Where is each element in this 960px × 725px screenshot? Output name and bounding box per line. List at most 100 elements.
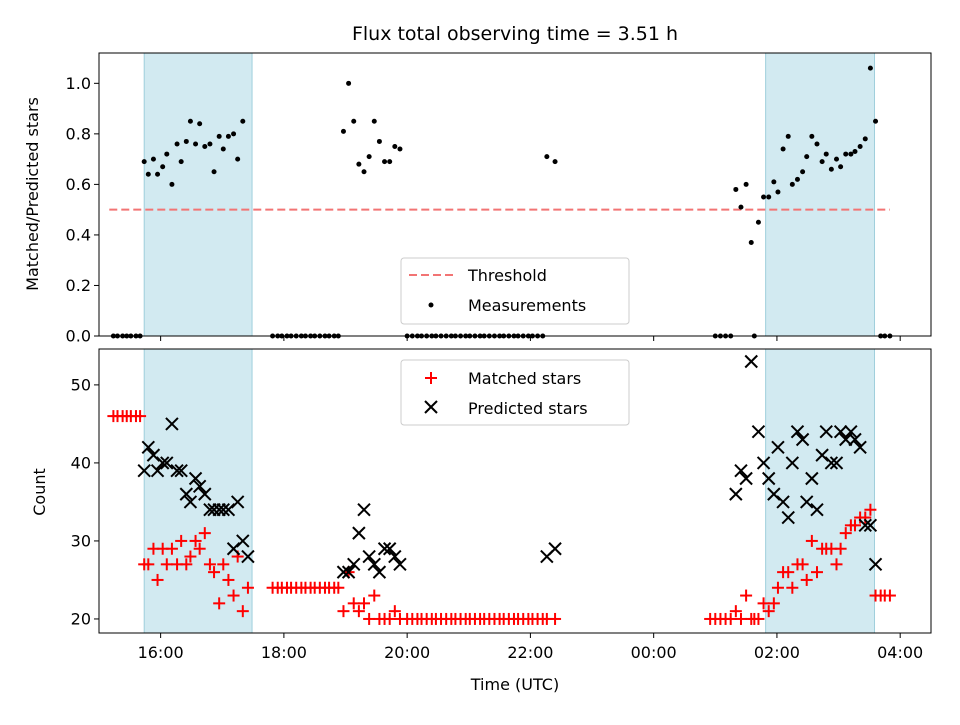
legend-counts-box <box>400 359 630 426</box>
point-predicted-29 <box>367 557 381 572</box>
point-ratio-0-8 <box>145 171 151 177</box>
point-predicted-b-17 <box>216 503 230 517</box>
point-predicted-b-20 <box>230 495 245 509</box>
point-predicted-38 <box>734 464 748 478</box>
point-predicted-b-22 <box>241 549 255 564</box>
point-predicted-b-21 <box>236 534 250 548</box>
point-predicted-39 <box>739 471 753 486</box>
point-ratio-0-27 <box>235 156 241 162</box>
point-predicted-b-19 <box>226 542 241 556</box>
point-matched-13 <box>165 542 178 555</box>
point-ratio-0-53 <box>387 159 393 165</box>
point-ratio-0-24 <box>220 146 226 152</box>
point-predicted-50 <box>795 432 810 447</box>
point-ratio-0-54 <box>392 143 398 149</box>
point-predicted-62 <box>853 440 867 455</box>
point-predicted-b-37 <box>729 487 743 501</box>
legend-ratio: Threshold Measurements <box>400 257 630 325</box>
point-matched-50 <box>363 612 376 625</box>
point-matched-105 <box>786 581 799 594</box>
point-predicted-b-30 <box>372 565 387 579</box>
point-ratio-0-118 <box>862 136 868 142</box>
y-tick-label-ratio-4: 0.8 <box>66 124 91 143</box>
point-matched-114 <box>830 558 843 571</box>
point-matched-108 <box>800 573 813 586</box>
point-ratio-0-13 <box>169 181 175 187</box>
legend-matched-label: Matched stars <box>468 369 581 388</box>
point-predicted-10 <box>183 495 198 509</box>
point-predicted-b-56 <box>824 456 839 470</box>
point-predicted-b-62 <box>853 440 867 455</box>
point-predicted-b-42 <box>756 456 771 470</box>
y-tick-label-counts-0: 20 <box>71 609 91 628</box>
y-tick-label-ratio-2: 0.4 <box>66 225 91 244</box>
point-ratio-0-55 <box>397 146 403 152</box>
point-predicted-7 <box>170 464 184 478</box>
legend-matched-swatch <box>425 372 437 384</box>
point-matched-49 <box>358 597 371 610</box>
point-predicted-b-38 <box>734 464 748 478</box>
point-predicted-22 <box>241 549 255 564</box>
point-predicted-28 <box>362 549 376 564</box>
point-predicted-30 <box>372 565 387 579</box>
point-ratio-0-17 <box>187 118 193 124</box>
point-predicted-57 <box>829 456 844 470</box>
point-predicted-b-13 <box>198 487 212 501</box>
point-ratio-0-22 <box>211 169 217 175</box>
point-matched-25 <box>222 573 235 586</box>
point-matched-94 <box>734 612 747 625</box>
point-matched-45 <box>337 605 350 618</box>
panel-counts-ticks: 20 30 40 50 16:00 18:00 20:00 22:00 00:00 02:00 04… <box>71 375 924 662</box>
point-ratio-0-46 <box>351 118 357 124</box>
point-matched-92 <box>724 612 737 625</box>
point-predicted-b-41 <box>751 424 766 439</box>
point-predicted-b-2 <box>146 448 161 462</box>
shaded-span-counts-1 <box>765 348 876 634</box>
panel-counts-marks <box>107 354 896 625</box>
point-predicted-6 <box>165 417 179 431</box>
point-matched-93 <box>729 605 742 618</box>
legend-measurements-label: Measurements <box>468 296 586 315</box>
point-predicted-b-5 <box>160 456 174 470</box>
point-predicted-b-49 <box>790 424 805 439</box>
panel-ratio-gridless-ticks: 0.0 0.2 0.4 0.6 0.8 1.0 <box>66 74 901 346</box>
point-predicted-64 <box>863 518 878 533</box>
point-predicted-b-31 <box>377 542 392 556</box>
point-predicted-53 <box>810 503 824 517</box>
point-predicted-b-40 <box>744 354 758 369</box>
point-predicted-b-54 <box>815 448 829 462</box>
point-ratio-0-94 <box>748 240 754 246</box>
point-predicted-56 <box>824 456 839 470</box>
point-predicted-b-47 <box>781 510 795 525</box>
point-predicted-11 <box>188 471 203 486</box>
point-ratio-0-21 <box>207 141 213 147</box>
point-predicted-b-43 <box>762 471 776 486</box>
point-predicted-44 <box>767 487 781 501</box>
point-ratio-0-11 <box>160 164 166 170</box>
point-matched-118 <box>848 519 861 532</box>
point-matched-109 <box>805 534 818 547</box>
point-matched-22 <box>208 566 221 579</box>
point-predicted-b-57 <box>829 456 844 470</box>
point-matched-102 <box>771 581 784 594</box>
point-matched-8 <box>142 558 155 571</box>
point-matched-23 <box>213 597 226 610</box>
point-predicted-43 <box>762 471 776 486</box>
point-predicted-b-6 <box>165 417 179 431</box>
panel-ratio-frame <box>98 52 932 337</box>
point-ratio-0-117 <box>857 143 863 149</box>
point-ratio-0-106 <box>804 154 810 160</box>
point-matched-21 <box>203 558 216 571</box>
point-ratio-0-50 <box>371 118 377 124</box>
point-predicted-32 <box>382 542 397 556</box>
point-ratio-0-99 <box>771 179 777 185</box>
point-predicted-b-32 <box>382 542 397 556</box>
point-predicted-42 <box>756 456 771 470</box>
point-matched-104 <box>782 566 795 579</box>
point-predicted-9 <box>179 487 194 501</box>
chart-title: Flux total observing time = 3.51 h <box>352 23 678 45</box>
point-predicted-24 <box>341 565 356 579</box>
y-tick-label-counts-3: 50 <box>71 375 91 394</box>
point-predicted-b-7 <box>170 464 184 478</box>
